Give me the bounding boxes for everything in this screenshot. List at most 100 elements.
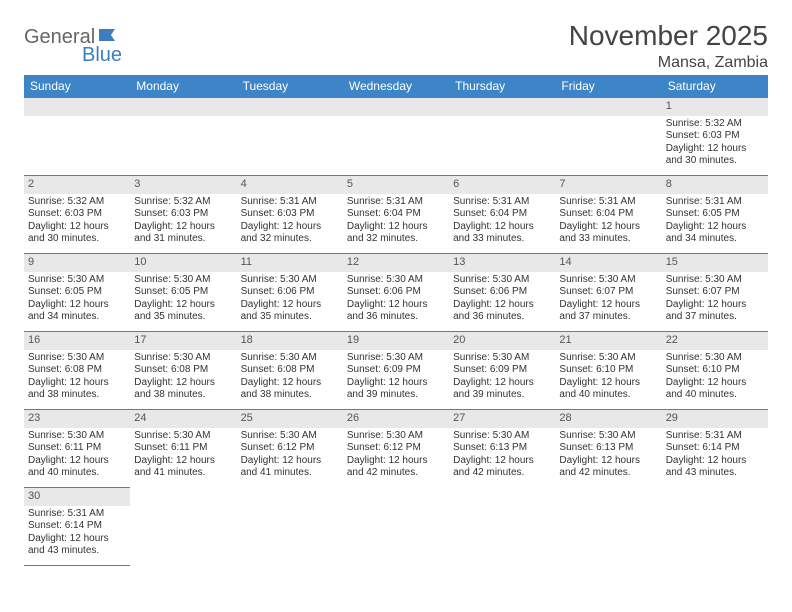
daylight-text-2: and 31 minutes. (134, 233, 232, 246)
sunrise-text: Sunrise: 5:31 AM (28, 508, 126, 521)
sunset-text: Sunset: 6:08 PM (134, 364, 232, 377)
sunset-text: Sunset: 6:13 PM (559, 442, 657, 455)
calendar-day-cell: 8Sunrise: 5:31 AMSunset: 6:05 PMDaylight… (662, 176, 768, 254)
daylight-text-1: Daylight: 12 hours (666, 221, 764, 234)
sunset-text: Sunset: 6:05 PM (28, 286, 126, 299)
calendar-day-cell: 12Sunrise: 5:30 AMSunset: 6:06 PMDayligh… (343, 254, 449, 332)
daylight-text-1: Daylight: 12 hours (453, 299, 551, 312)
daylight-text-2: and 38 minutes. (134, 389, 232, 402)
weekday-header: Tuesday (237, 75, 343, 98)
sunset-text: Sunset: 6:06 PM (241, 286, 339, 299)
sunrise-text: Sunrise: 5:30 AM (134, 274, 232, 287)
day-detail: Sunrise: 5:32 AMSunset: 6:03 PMDaylight:… (24, 194, 130, 250)
calendar-day-cell (343, 98, 449, 176)
sunrise-text: Sunrise: 5:30 AM (241, 274, 339, 287)
calendar-day-cell: 21Sunrise: 5:30 AMSunset: 6:10 PMDayligh… (555, 332, 661, 410)
day-detail: Sunrise: 5:30 AMSunset: 6:08 PMDaylight:… (24, 350, 130, 406)
calendar-day-cell: 23Sunrise: 5:30 AMSunset: 6:11 PMDayligh… (24, 410, 130, 488)
day-detail: Sunrise: 5:30 AMSunset: 6:13 PMDaylight:… (449, 428, 555, 484)
day-detail: Sunrise: 5:30 AMSunset: 6:12 PMDaylight:… (343, 428, 449, 484)
day-number: 7 (555, 176, 661, 194)
calendar-day-cell: 28Sunrise: 5:30 AMSunset: 6:13 PMDayligh… (555, 410, 661, 488)
day-detail: Sunrise: 5:30 AMSunset: 6:13 PMDaylight:… (555, 428, 661, 484)
daylight-text-2: and 42 minutes. (347, 467, 445, 480)
daylight-text-2: and 35 minutes. (134, 311, 232, 324)
daylight-text-1: Daylight: 12 hours (134, 455, 232, 468)
calendar-day-cell: 9Sunrise: 5:30 AMSunset: 6:05 PMDaylight… (24, 254, 130, 332)
day-detail: Sunrise: 5:30 AMSunset: 6:06 PMDaylight:… (343, 272, 449, 328)
daylight-text-2: and 41 minutes. (241, 467, 339, 480)
daylight-text-1: Daylight: 12 hours (347, 377, 445, 390)
day-detail: Sunrise: 5:30 AMSunset: 6:12 PMDaylight:… (237, 428, 343, 484)
day-number (24, 98, 130, 116)
daylight-text-2: and 39 minutes. (347, 389, 445, 402)
sunrise-text: Sunrise: 5:30 AM (347, 430, 445, 443)
calendar-day-cell: 27Sunrise: 5:30 AMSunset: 6:13 PMDayligh… (449, 410, 555, 488)
calendar-header-row: SundayMondayTuesdayWednesdayThursdayFrid… (24, 75, 768, 98)
sunrise-text: Sunrise: 5:30 AM (559, 430, 657, 443)
sunset-text: Sunset: 6:11 PM (28, 442, 126, 455)
day-number: 5 (343, 176, 449, 194)
daylight-text-2: and 40 minutes. (28, 467, 126, 480)
calendar-week-row: 30Sunrise: 5:31 AMSunset: 6:14 PMDayligh… (24, 488, 768, 566)
daylight-text-1: Daylight: 12 hours (453, 377, 551, 390)
logo-part2: Blue (82, 44, 122, 66)
day-detail: Sunrise: 5:30 AMSunset: 6:06 PMDaylight:… (237, 272, 343, 328)
sunset-text: Sunset: 6:08 PM (241, 364, 339, 377)
calendar-table: SundayMondayTuesdayWednesdayThursdayFrid… (24, 75, 768, 566)
calendar-day-cell (343, 488, 449, 566)
day-number: 2 (24, 176, 130, 194)
calendar-day-cell (237, 488, 343, 566)
calendar-week-row: 16Sunrise: 5:30 AMSunset: 6:08 PMDayligh… (24, 332, 768, 410)
day-number: 3 (130, 176, 236, 194)
daylight-text-2: and 36 minutes. (453, 311, 551, 324)
day-number: 22 (662, 332, 768, 350)
day-detail: Sunrise: 5:30 AMSunset: 6:05 PMDaylight:… (24, 272, 130, 328)
day-detail: Sunrise: 5:30 AMSunset: 6:07 PMDaylight:… (555, 272, 661, 328)
daylight-text-1: Daylight: 12 hours (347, 221, 445, 234)
sunset-text: Sunset: 6:03 PM (666, 130, 764, 143)
calendar-day-cell: 4Sunrise: 5:31 AMSunset: 6:03 PMDaylight… (237, 176, 343, 254)
sunset-text: Sunset: 6:03 PM (134, 208, 232, 221)
sunset-text: Sunset: 6:11 PM (134, 442, 232, 455)
calendar-day-cell (662, 488, 768, 566)
day-number: 28 (555, 410, 661, 428)
calendar-day-cell (24, 98, 130, 176)
sunrise-text: Sunrise: 5:30 AM (453, 274, 551, 287)
sunrise-text: Sunrise: 5:30 AM (559, 352, 657, 365)
day-detail: Sunrise: 5:32 AMSunset: 6:03 PMDaylight:… (130, 194, 236, 250)
daylight-text-1: Daylight: 12 hours (453, 455, 551, 468)
sunrise-text: Sunrise: 5:30 AM (453, 430, 551, 443)
day-number: 12 (343, 254, 449, 272)
daylight-text-1: Daylight: 12 hours (28, 455, 126, 468)
sunset-text: Sunset: 6:13 PM (453, 442, 551, 455)
daylight-text-2: and 32 minutes. (241, 233, 339, 246)
day-number (449, 98, 555, 116)
daylight-text-2: and 43 minutes. (666, 467, 764, 480)
calendar-day-cell: 17Sunrise: 5:30 AMSunset: 6:08 PMDayligh… (130, 332, 236, 410)
sunrise-text: Sunrise: 5:30 AM (241, 352, 339, 365)
day-detail: Sunrise: 5:30 AMSunset: 6:09 PMDaylight:… (449, 350, 555, 406)
day-number: 21 (555, 332, 661, 350)
day-detail: Sunrise: 5:31 AMSunset: 6:04 PMDaylight:… (343, 194, 449, 250)
calendar-day-cell: 3Sunrise: 5:32 AMSunset: 6:03 PMDaylight… (130, 176, 236, 254)
daylight-text-1: Daylight: 12 hours (666, 455, 764, 468)
weekday-header: Friday (555, 75, 661, 98)
day-detail: Sunrise: 5:30 AMSunset: 6:07 PMDaylight:… (662, 272, 768, 328)
daylight-text-1: Daylight: 12 hours (134, 299, 232, 312)
daylight-text-1: Daylight: 12 hours (559, 221, 657, 234)
calendar-day-cell (449, 488, 555, 566)
daylight-text-2: and 34 minutes. (28, 311, 126, 324)
day-number (343, 488, 449, 506)
day-number: 24 (130, 410, 236, 428)
calendar-day-cell: 16Sunrise: 5:30 AMSunset: 6:08 PMDayligh… (24, 332, 130, 410)
sunrise-text: Sunrise: 5:31 AM (453, 196, 551, 209)
daylight-text-2: and 33 minutes. (559, 233, 657, 246)
day-number: 6 (449, 176, 555, 194)
day-number: 19 (343, 332, 449, 350)
day-detail: Sunrise: 5:30 AMSunset: 6:11 PMDaylight:… (24, 428, 130, 484)
daylight-text-2: and 42 minutes. (559, 467, 657, 480)
day-number (555, 98, 661, 116)
day-detail: Sunrise: 5:31 AMSunset: 6:03 PMDaylight:… (237, 194, 343, 250)
sunrise-text: Sunrise: 5:31 AM (241, 196, 339, 209)
